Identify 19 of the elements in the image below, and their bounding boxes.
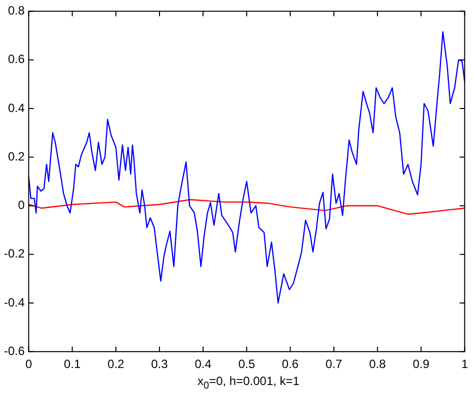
y-tick-label: 0.2 xyxy=(8,149,25,164)
x-tick-label: 0.9 xyxy=(412,357,430,372)
x-tick-label: 0.4 xyxy=(194,357,212,372)
y-tick-label: -0.4 xyxy=(4,295,25,310)
x-tick-label: 1 xyxy=(461,357,468,372)
y-tick-label: 0.4 xyxy=(8,100,25,115)
y-tick-label: 0.8 xyxy=(8,4,25,18)
x-tick-label: 0.1 xyxy=(64,357,81,372)
x-tick-label: 0.2 xyxy=(108,357,125,372)
y-tick-label: 0.6 xyxy=(8,52,25,66)
x-tick-label: 0.3 xyxy=(151,357,168,372)
x-tick-label: 0.5 xyxy=(238,357,256,372)
x-tick-label: 0.7 xyxy=(326,357,343,372)
x-axis-title: x$_{0}$=0, h=0.001, k=1 xyxy=(196,374,300,392)
y-tick-label: 0 xyxy=(18,198,25,212)
x-tick-label: 0.8 xyxy=(369,357,386,372)
y-tick-label: -0.2 xyxy=(4,246,25,261)
y-tick-label: -0.6 xyxy=(4,344,25,358)
x-tick-label: 0.6 xyxy=(282,357,299,372)
